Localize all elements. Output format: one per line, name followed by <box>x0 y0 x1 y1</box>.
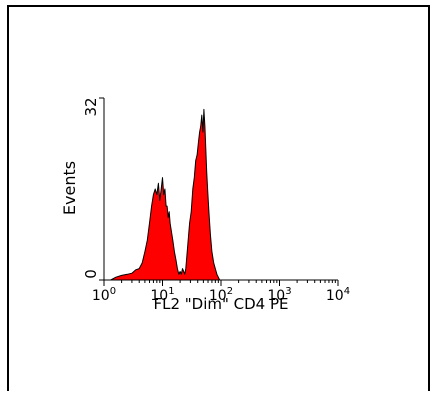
plot-area <box>110 108 221 281</box>
x-tick-label: 100 <box>92 286 116 304</box>
y-tick-label: 0 <box>82 269 100 279</box>
y-tick-label: 32 <box>82 97 100 116</box>
x-tick-label: 103 <box>267 286 291 304</box>
x-tick-label: 101 <box>150 286 174 304</box>
x-tick-label: 104 <box>326 286 350 304</box>
plot-frame <box>7 5 430 391</box>
x-tick-label: 102 <box>209 286 233 304</box>
histogram-series-0 <box>110 108 221 281</box>
y-axis-label: Events <box>60 161 79 215</box>
x-axis-label: FL2 "Dim" CD4 PE <box>153 295 288 313</box>
axes: 0 32 100 101 102 103 104 <box>82 97 350 304</box>
